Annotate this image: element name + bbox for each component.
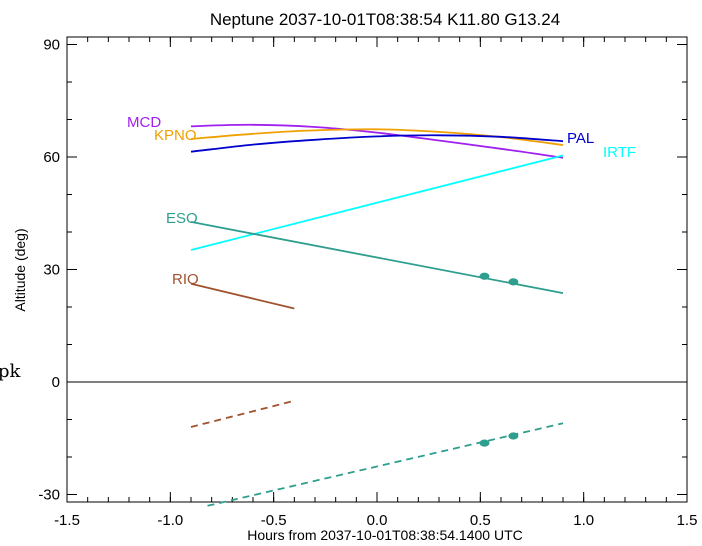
x-tick-label: 1.5 — [677, 512, 698, 529]
data-point-marker — [479, 272, 490, 280]
edge-text: pk — [0, 361, 22, 382]
series-line-rio — [190, 282, 295, 310]
data-point-marker — [508, 278, 519, 286]
series-line-eso — [190, 221, 564, 294]
chart-title: Neptune 2037-10-01T08:38:54 K11.80 G13.2… — [210, 10, 560, 29]
y-tick-label: -30 — [38, 487, 60, 504]
x-tick-label: -0.5 — [261, 512, 287, 529]
x-tick-label: 0.5 — [470, 512, 491, 529]
plot-frame — [66, 36, 688, 503]
x-tick-label: -1.5 — [54, 512, 80, 529]
series-line-below-horizon — [207, 422, 564, 507]
x-tick-label: -1.0 — [157, 512, 183, 529]
series-label-kpno: KPNO — [154, 127, 197, 144]
x-tick-label: 0.0 — [367, 512, 388, 529]
y-axis-label: Altitude (deg) — [12, 228, 28, 311]
y-tick-label: 0 — [52, 374, 60, 391]
tick-marks — [66, 37, 688, 502]
tick-labels: -1.5 -1.0 -0.5 0.0 0.5 1.0 1.5 -30 0 30 60 90 — [38, 37, 697, 530]
series-line-pal — [190, 134, 564, 153]
y-tick-label: 60 — [43, 149, 60, 166]
data-point-marker — [508, 432, 519, 440]
series-label-rio: RIO — [172, 271, 199, 288]
x-tick-label: 1.0 — [573, 512, 594, 529]
series-line-irtf — [190, 154, 564, 251]
x-axis-label: Hours from 2037-10-01T08:38:54.1400 UTC — [247, 527, 522, 543]
series-layer — [190, 123, 564, 507]
series-label-irtf: IRTF — [603, 144, 636, 161]
series-line-mcd — [190, 123, 564, 159]
series-label-mcd: MCD — [127, 114, 161, 131]
data-point-marker — [479, 439, 490, 447]
series-label-eso: ESO — [166, 210, 198, 227]
y-tick-label: 90 — [43, 37, 60, 54]
series-line-below-horizon — [190, 399, 295, 428]
series-label-pal: PAL — [567, 130, 594, 147]
marker-layer — [479, 272, 519, 447]
y-tick-label: 30 — [43, 262, 60, 279]
